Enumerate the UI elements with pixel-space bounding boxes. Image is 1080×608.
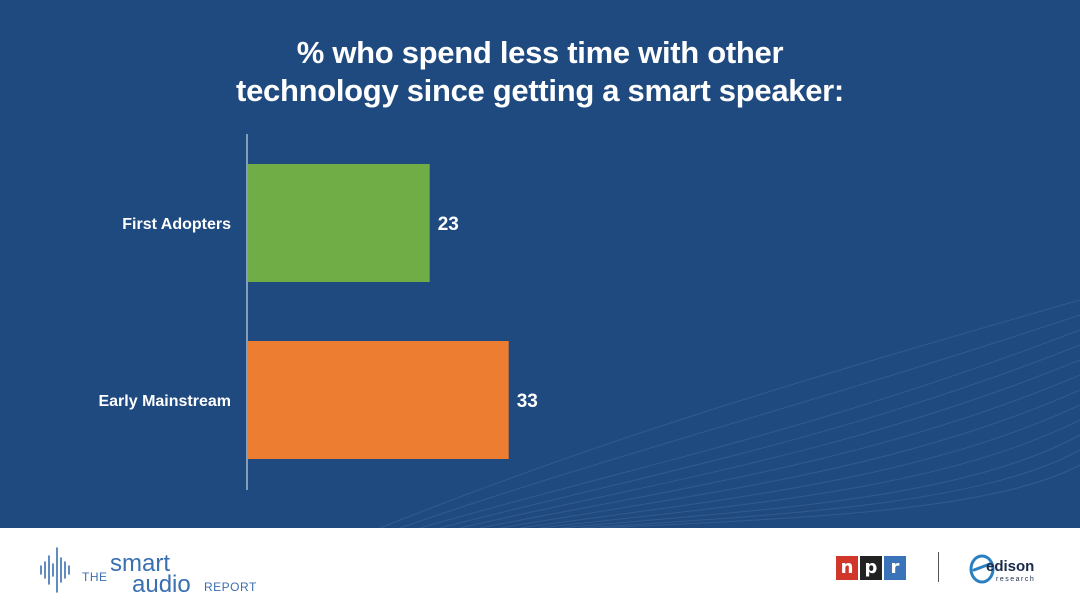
npr-logo: n p r xyxy=(836,556,908,580)
soundwave-icon xyxy=(40,547,70,593)
chart-title: % who spend less time with other technol… xyxy=(0,34,1080,110)
smart-audio-report-logo: THE smart audio REPORT xyxy=(38,544,258,598)
title-line-2: technology since getting a smart speaker… xyxy=(236,73,844,108)
data-label-1: 33 xyxy=(517,391,538,412)
title-line-1: % who spend less time with other xyxy=(296,35,784,70)
footer: THE smart audio REPORT n p r edison rese… xyxy=(0,528,1080,608)
chart-panel: % who spend less time with other technol… xyxy=(0,0,1080,528)
edison-e-icon xyxy=(969,554,995,584)
bar-1 xyxy=(248,341,509,459)
edison-word: edison xyxy=(986,558,1035,575)
bar-chart: First Adopters 23 Early Mainstream 33 xyxy=(98,134,538,490)
category-label-0: First Adopters xyxy=(122,216,231,233)
npr-n: n xyxy=(836,556,858,580)
data-label-0: 23 xyxy=(438,214,459,235)
brand-the: THE xyxy=(82,570,108,584)
bar-0 xyxy=(248,164,430,282)
edison-sub: research xyxy=(996,576,1036,583)
npr-p: p xyxy=(860,556,882,580)
edison-research-logo: edison research xyxy=(968,550,1048,590)
brand-report: REPORT xyxy=(204,580,257,594)
npr-r: r xyxy=(884,556,906,580)
brand-audio: audio xyxy=(132,571,191,598)
brand-smart: smart xyxy=(110,550,170,577)
category-label-1: Early Mainstream xyxy=(98,393,231,410)
decorative-waves xyxy=(379,299,1080,528)
logo-divider xyxy=(938,552,939,582)
